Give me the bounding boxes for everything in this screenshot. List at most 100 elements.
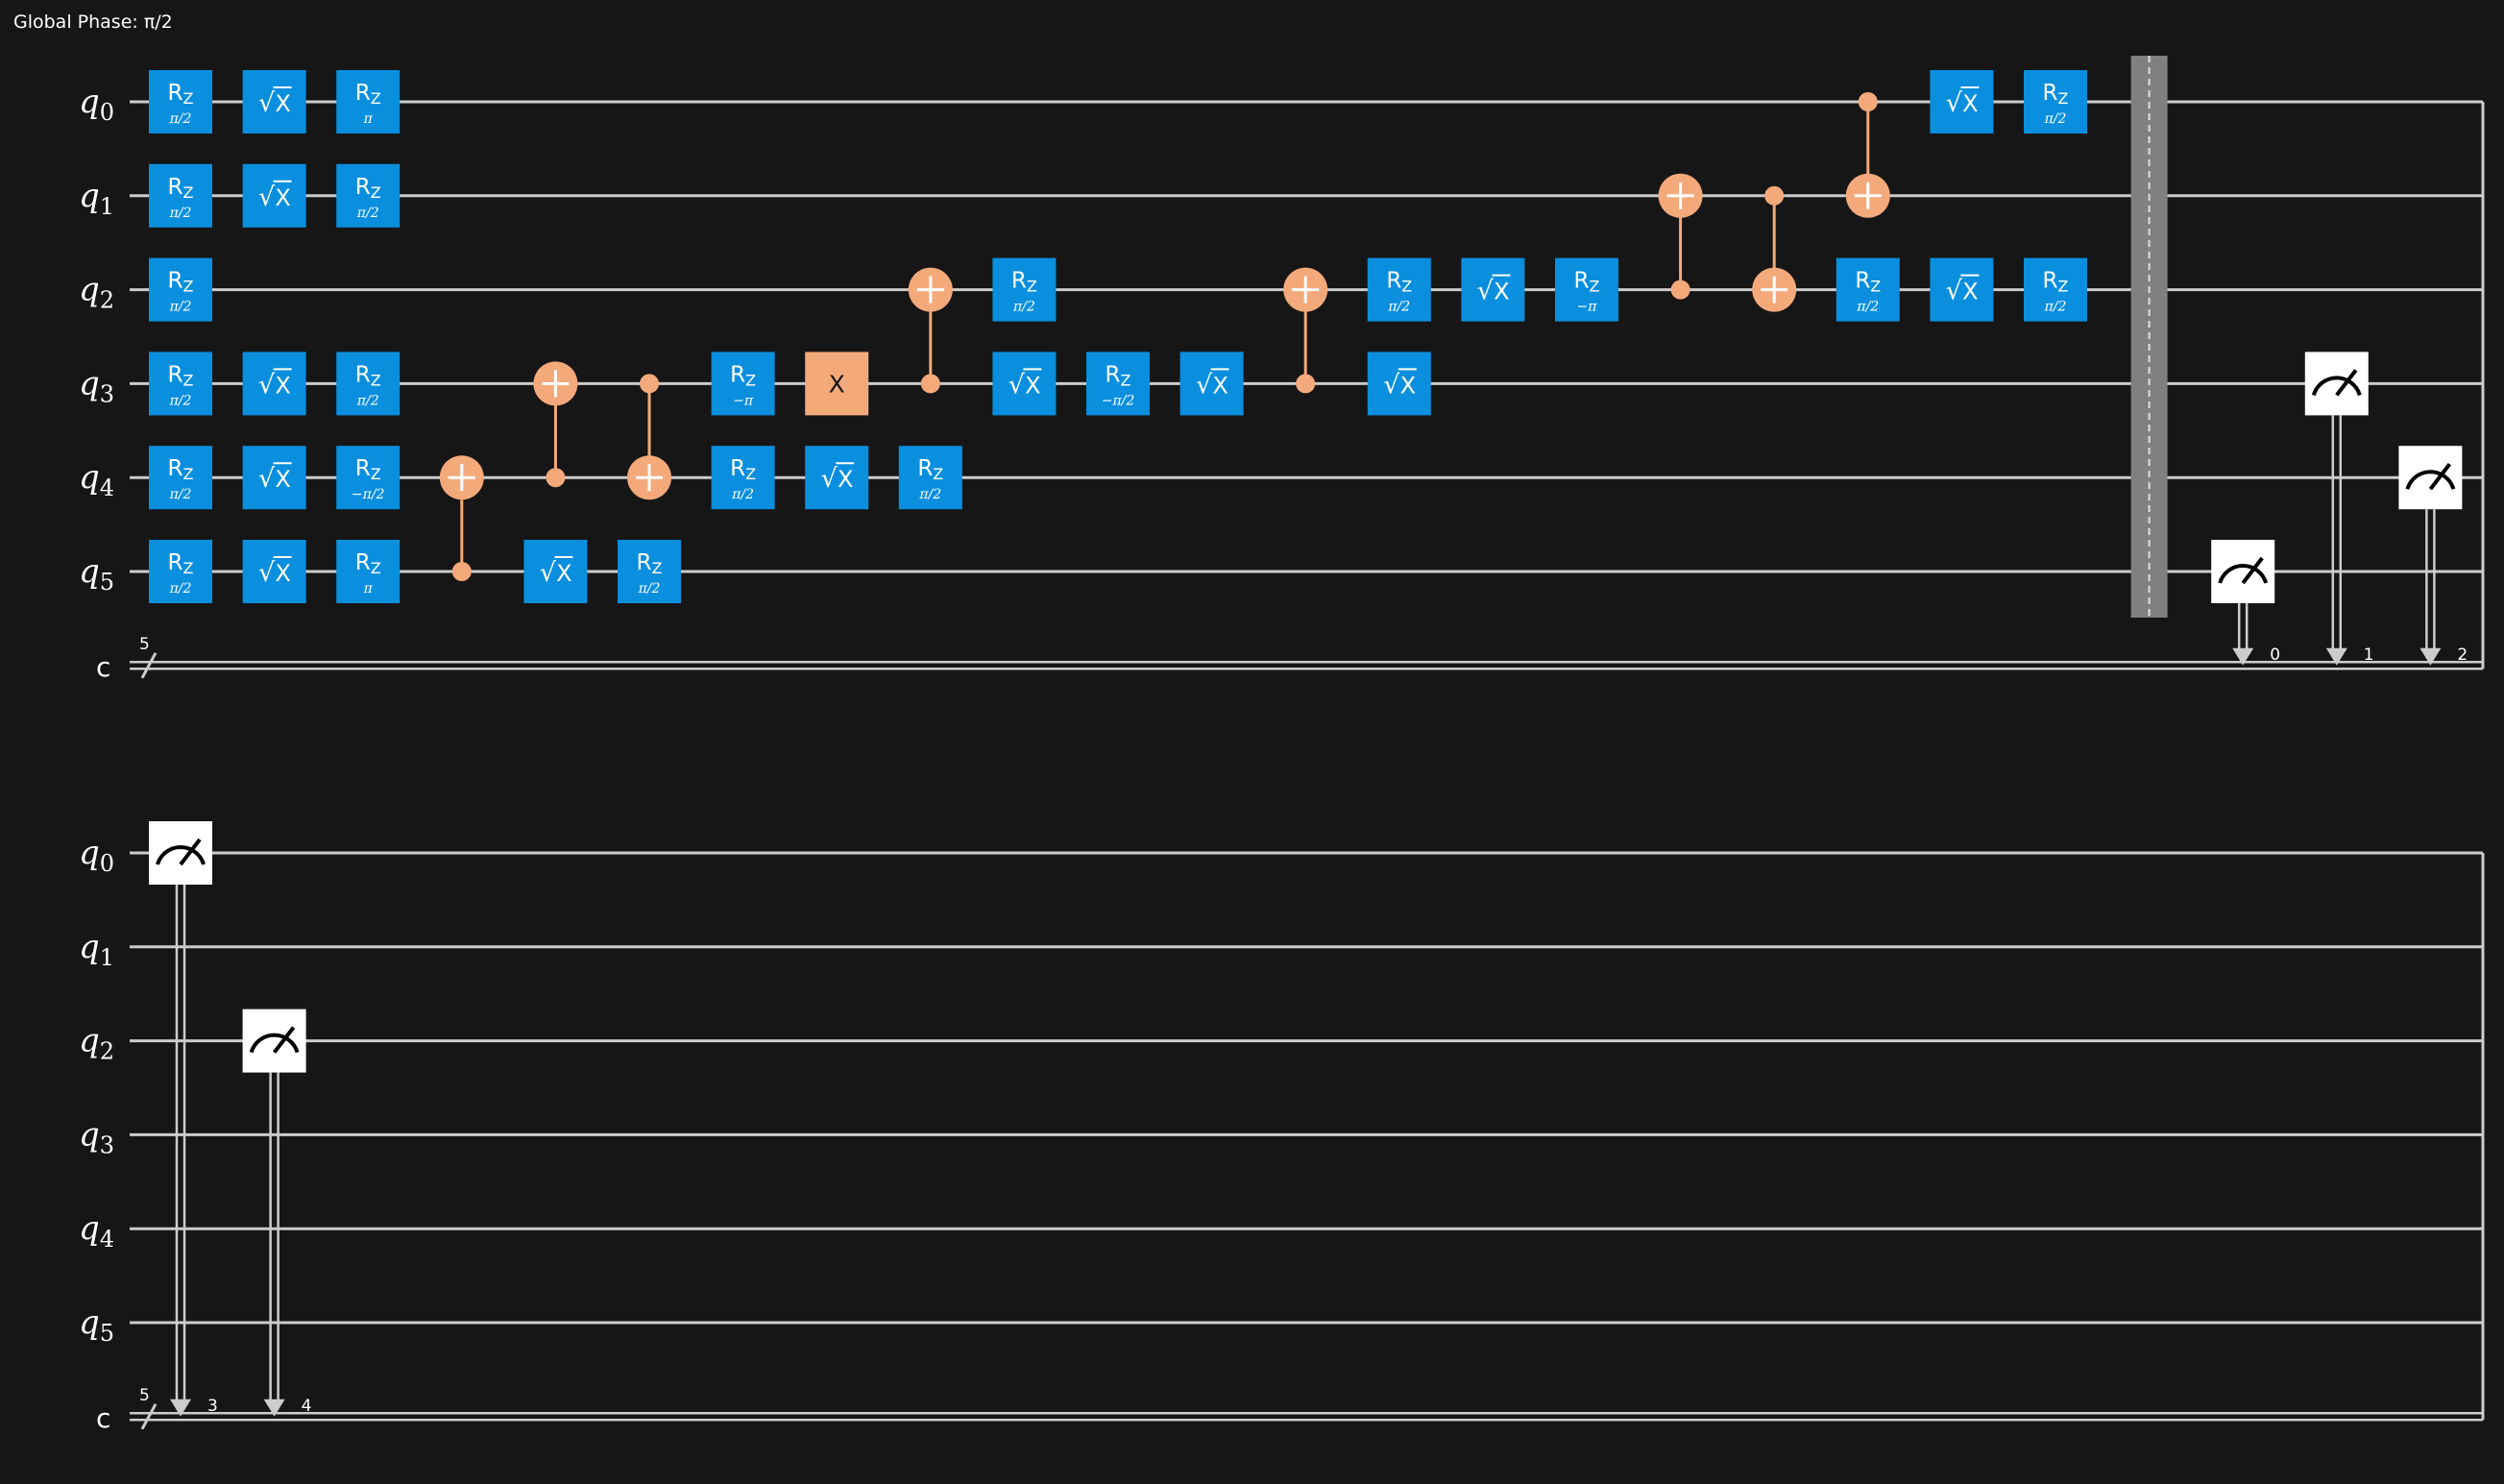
rz-gate <box>149 352 212 416</box>
sx-gate-radical: √ <box>1477 277 1495 306</box>
rz-gate <box>1086 352 1150 416</box>
meter-needle-icon <box>2428 462 2451 491</box>
measure-arrowhead <box>263 1399 285 1417</box>
qubit-label: q5 <box>79 552 114 596</box>
sx-gate-radical: √ <box>1196 370 1213 400</box>
rz-gate-label: RZ <box>730 362 756 389</box>
rz-gate-label: RZ <box>1855 269 1881 296</box>
sx-gate <box>805 446 869 510</box>
meter-needle-icon <box>2241 556 2264 585</box>
rz-gate <box>711 352 775 416</box>
sx-gate-x: X <box>1400 372 1416 399</box>
sx-gate <box>1930 70 1994 134</box>
rz-gate-parameter: −π/2 <box>1102 393 1135 408</box>
rz-gate-parameter: π/2 <box>169 487 192 502</box>
rz-gate-label: RZ <box>355 81 381 108</box>
rz-gate-label: RZ <box>2043 269 2069 296</box>
cnot-control-dot <box>1296 374 1316 394</box>
rz-gate-parameter: −π/2 <box>352 487 385 502</box>
cnot-control-dot <box>1858 92 1878 111</box>
sx-gate-x: X <box>556 560 571 587</box>
rz-gate-parameter: π/2 <box>1387 300 1410 315</box>
meter-needle-icon <box>179 838 202 866</box>
sx-gate-radical: √ <box>258 370 276 400</box>
cnot-control-dot <box>640 374 659 394</box>
classical-bus-slash <box>140 652 158 679</box>
measure-gate <box>149 821 212 885</box>
classical-register-label: c <box>96 651 110 683</box>
meter-arc-icon <box>249 1033 300 1054</box>
sx-gate-x: X <box>1212 372 1228 399</box>
rz-gate <box>336 163 401 228</box>
cnot-control-dot <box>1670 280 1690 300</box>
rz-gate-label: RZ <box>730 456 756 483</box>
rz-gate-parameter: π/2 <box>356 206 379 221</box>
sx-gate-x: X <box>1025 372 1040 399</box>
sx-gate <box>1930 257 1994 322</box>
measure-gate <box>2211 540 2275 603</box>
rz-gate-parameter: π/2 <box>169 300 192 315</box>
measure-arrowhead <box>2232 647 2254 666</box>
sx-gate-radical: √ <box>821 464 839 494</box>
measure-clbit-index: 2 <box>2457 645 2468 665</box>
sx-gate-x: X <box>1494 279 1509 305</box>
rz-gate-parameter: π/2 <box>638 581 661 596</box>
sx-gate <box>1179 352 1244 416</box>
classical-register-size: 5 <box>139 635 150 654</box>
rz-gate-parameter: π/2 <box>918 487 941 502</box>
sx-gate-radical: √ <box>258 558 276 588</box>
rz-gate-label: RZ <box>168 269 194 296</box>
rz-gate-label: RZ <box>2043 81 2069 108</box>
sx-gate-radical: √ <box>258 182 276 212</box>
rz-gate-label: RZ <box>1106 362 1131 389</box>
sx-gate <box>523 540 588 603</box>
sx-gate-x: X <box>1962 90 1978 117</box>
qubit-label: q1 <box>79 177 114 220</box>
measure-gate <box>2398 446 2463 510</box>
rz-gate-parameter: π/2 <box>356 393 379 408</box>
rz-gate-label: RZ <box>168 362 194 389</box>
rz-gate <box>336 540 401 603</box>
sx-gate-x: X <box>275 90 290 117</box>
rz-gate <box>336 446 401 510</box>
rz-gate-label: RZ <box>355 362 381 389</box>
measure-clbit-index: 4 <box>302 1397 312 1416</box>
rz-gate-parameter: −π <box>1577 300 1598 315</box>
rz-gate-label: RZ <box>917 456 943 483</box>
sx-gate-x: X <box>275 560 290 587</box>
rz-gate-label: RZ <box>168 81 194 108</box>
meter-arc-icon <box>2311 376 2362 397</box>
rz-gate <box>336 352 401 416</box>
sx-gate <box>242 163 306 228</box>
meter-needle-icon <box>273 1026 296 1054</box>
rz-gate-label: RZ <box>1574 269 1600 296</box>
qubit-label: q5 <box>79 1303 114 1347</box>
sx-gate-radical: √ <box>1383 370 1400 400</box>
rz-gate <box>149 257 212 322</box>
rz-gate-parameter: π/2 <box>731 487 754 502</box>
sx-gate <box>242 540 306 603</box>
meter-arc-icon <box>2218 564 2269 584</box>
rz-gate <box>149 446 212 510</box>
qubit-label: q3 <box>79 1115 114 1158</box>
rz-gate-parameter: π/2 <box>169 111 192 127</box>
meter-arc-icon <box>156 845 206 865</box>
measure-clbit-index: 3 <box>207 1397 218 1416</box>
rz-gate-label: RZ <box>168 550 194 577</box>
rz-gate-parameter: π/2 <box>1012 300 1035 315</box>
measure-clbit-index: 1 <box>2364 645 2374 665</box>
qubit-label: q4 <box>79 458 114 501</box>
sx-gate-x: X <box>838 466 853 493</box>
classical-bus-slash <box>140 1403 158 1430</box>
rz-gate-parameter: π/2 <box>169 206 192 221</box>
sx-gate-radical: √ <box>258 464 276 494</box>
rz-gate <box>149 540 212 603</box>
x-gate <box>805 352 869 416</box>
rz-gate <box>149 163 212 228</box>
sx-gate-x: X <box>275 184 290 211</box>
sx-gate <box>242 70 306 134</box>
qubit-label: q2 <box>79 271 114 314</box>
